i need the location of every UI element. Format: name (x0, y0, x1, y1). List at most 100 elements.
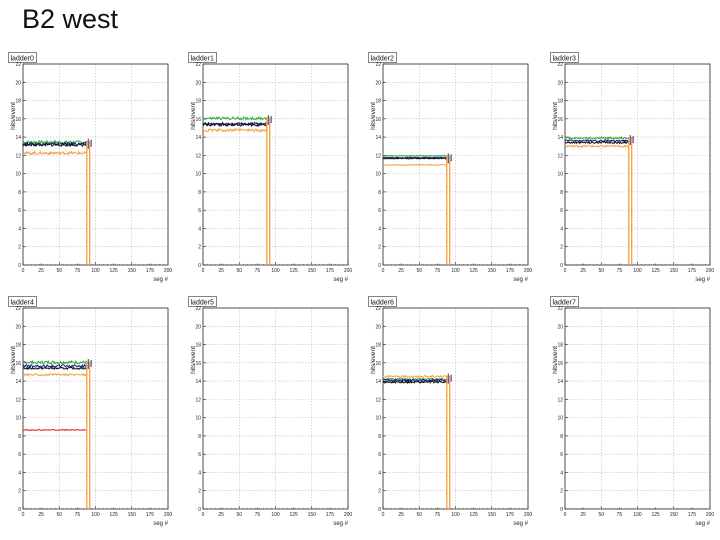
y-tick-label: 2 (560, 489, 563, 495)
chart-title: ladder2 (371, 56, 394, 63)
y-tick-label: 16 (195, 361, 201, 367)
chart-svg: ladder1 hits/event 0 2 4 6 8 10 12 14 16 18 20 22 0 25 5… (188, 52, 352, 283)
y-axis-label: hits/event (10, 102, 17, 130)
chart-ladder5: ladder5 hits/event 0 2 4 6 8 10 12 14 16 18 20 22 0 25 5… (188, 296, 356, 538)
x-axis-label: seg # (513, 521, 528, 527)
x-tick-label: 50 (236, 512, 242, 518)
x-tick-label: 100 (271, 512, 280, 518)
y-tick-label: 22 (375, 62, 381, 68)
chart-ladder3: ladder3 hits/event 0 2 4 6 8 10 12 14 16 18 20 22 0 25 5… (550, 52, 718, 294)
y-tick-label: 12 (15, 397, 21, 403)
x-tick-label: 75 (75, 512, 81, 518)
y-tick-label: 10 (15, 172, 21, 178)
y-tick-label: 0 (18, 263, 21, 269)
y-tick-label: 18 (557, 343, 563, 349)
y-tick-label: 12 (195, 397, 201, 403)
y-tick-label: 18 (375, 343, 381, 349)
y-tick-label: 16 (557, 361, 563, 367)
x-tick-label: 75 (435, 512, 441, 518)
y-tick-label: 8 (18, 434, 21, 440)
y-tick-label: 14 (375, 135, 381, 141)
x-tick-label: 50 (236, 268, 242, 274)
y-tick-label: 16 (195, 117, 201, 123)
y-axis-label: hits/event (552, 102, 559, 130)
y-tick-label: 20 (15, 324, 21, 330)
y-tick-label: 18 (195, 343, 201, 349)
y-tick-label: 20 (375, 324, 381, 330)
y-tick-label: 18 (15, 99, 21, 105)
x-axis-label: seg # (333, 521, 348, 527)
y-axis-label: hits/event (10, 346, 17, 374)
y-tick-label: 22 (195, 306, 201, 312)
y-tick-label: 18 (557, 99, 563, 105)
y-tick-label: 6 (560, 452, 563, 458)
x-tick-label: 0 (382, 512, 385, 518)
x-tick-label: 75 (435, 268, 441, 274)
x-tick-label: 50 (598, 512, 604, 518)
series-black (202, 122, 268, 128)
y-tick-label: 6 (378, 452, 381, 458)
series-black (22, 366, 87, 371)
y-tick-label: 2 (560, 245, 563, 251)
title-box (188, 296, 217, 307)
chart-ladder2: ladder2 hits/event 0 2 4 6 8 10 12 14 16 18 20 22 0 25 5… (368, 52, 536, 294)
y-tick-label: 20 (195, 80, 201, 86)
x-tick-label: 75 (617, 268, 623, 274)
y-tick-label: 22 (15, 306, 21, 312)
y-tick-label: 20 (375, 80, 381, 86)
y-tick-label: 16 (375, 361, 381, 367)
y-tick-label: 12 (195, 153, 201, 159)
y-tick-label: 0 (560, 507, 563, 513)
y-tick-label: 16 (15, 117, 21, 123)
y-tick-label: 12 (557, 153, 563, 159)
x-tick-label: 0 (22, 512, 25, 518)
y-tick-label: 10 (557, 416, 563, 422)
x-tick-label: 75 (255, 268, 261, 274)
y-tick-label: 22 (557, 306, 563, 312)
x-tick-label: 50 (56, 512, 62, 518)
x-tick-label: 75 (617, 512, 623, 518)
x-tick-label: 25 (398, 268, 404, 274)
chart-ladder0: ladder0 hits/event 0 2 4 6 8 10 12 14 16 18 20 22 0 25 5… (8, 52, 176, 294)
chart-title: ladder5 (191, 300, 214, 307)
x-tick-label: 75 (255, 512, 261, 518)
x-tick-label: 125 (469, 512, 478, 518)
y-tick-label: 10 (195, 416, 201, 422)
y-tick-label: 12 (557, 397, 563, 403)
y-tick-label: 20 (557, 80, 563, 86)
x-tick-label: 75 (75, 268, 81, 274)
y-tick-label: 12 (375, 397, 381, 403)
x-tick-label: 25 (38, 268, 44, 274)
x-tick-label: 200 (706, 512, 715, 518)
y-tick-label: 2 (18, 245, 21, 251)
x-tick-label: 100 (91, 268, 100, 274)
series-orange (22, 150, 88, 156)
x-tick-label: 125 (109, 512, 118, 518)
y-tick-label: 6 (560, 208, 563, 214)
x-tick-label: 200 (344, 512, 353, 518)
x-tick-label: 125 (289, 512, 298, 518)
y-tick-label: 2 (378, 489, 381, 495)
y-tick-label: 8 (378, 434, 381, 440)
y-tick-label: 16 (375, 117, 381, 123)
y-tick-label: 0 (198, 263, 201, 269)
y-tick-label: 10 (15, 416, 21, 422)
x-tick-label: 125 (469, 268, 478, 274)
x-tick-label: 50 (416, 268, 422, 274)
y-tick-label: 14 (195, 135, 201, 141)
y-tick-label: 4 (18, 470, 21, 476)
chart-ladder7: ladder7 hits/event 0 2 4 6 8 10 12 14 16 18 20 22 0 25 5… (550, 296, 718, 538)
y-tick-label: 6 (198, 452, 201, 458)
x-tick-label: 0 (564, 512, 567, 518)
series-green (382, 154, 448, 158)
x-axis-label: seg # (153, 521, 168, 527)
x-tick-label: 150 (128, 512, 137, 518)
chart-svg: ladder4 hits/event 0 2 4 6 8 10 12 14 16 18 20 22 0 25 5… (8, 296, 172, 527)
x-tick-label: 25 (218, 268, 224, 274)
x-tick-label: 100 (91, 512, 100, 518)
y-tick-label: 4 (18, 226, 21, 232)
x-tick-label: 200 (524, 268, 533, 274)
x-tick-label: 150 (670, 512, 679, 518)
y-tick-label: 2 (18, 489, 21, 495)
y-tick-label: 0 (560, 263, 563, 269)
